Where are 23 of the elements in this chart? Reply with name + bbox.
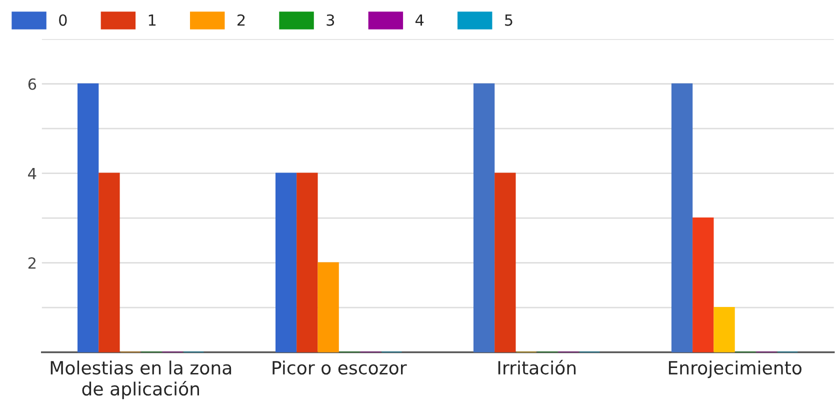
x-tick-label: Picor o escozor [272,360,407,375]
x-tick-label: Molestias en la zona de aplicación [50,360,232,400]
legend-label: 1 [148,14,156,26]
x-tick-label: Irritación [498,360,576,375]
bar [714,306,735,352]
bar [692,218,714,352]
legend-label: 2 [238,14,245,26]
legend-label: 0 [59,14,67,26]
x-tick-label: Enrojecimiento [668,360,802,378]
bar [98,172,120,352]
legend-label: 5 [505,14,512,26]
bar [671,83,693,352]
bar [275,172,297,352]
bar [473,83,495,352]
y-tick-label: 2 [28,257,36,269]
legend-label: 3 [326,14,334,26]
bar [78,83,99,352]
y-tick-label: 6 [28,78,36,90]
legend-label: 4 [415,14,424,26]
bar [494,172,516,352]
bar [318,262,339,352]
bar [296,172,318,352]
y-tick-label: 4 [28,168,36,180]
